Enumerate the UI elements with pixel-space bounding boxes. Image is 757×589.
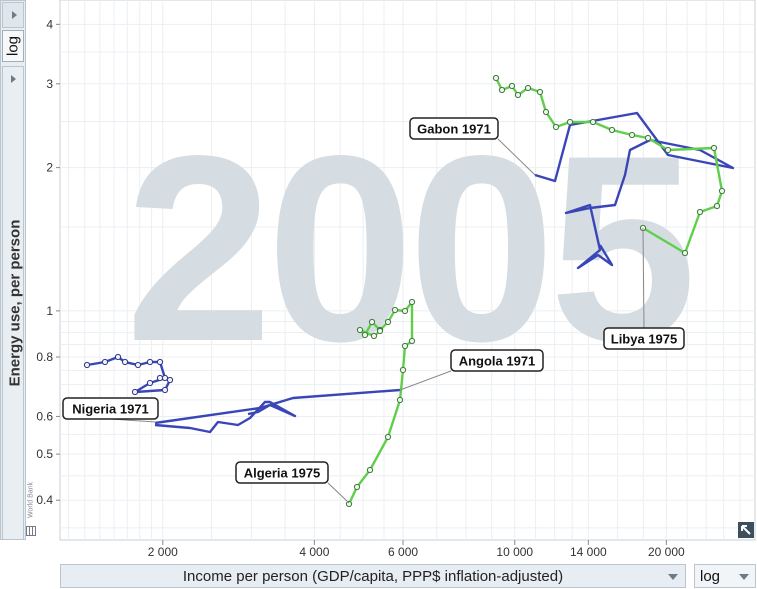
trail-point: [401, 342, 409, 350]
country-label: Gabon 1971: [417, 122, 491, 137]
trail-point: [396, 396, 404, 404]
trail-point: [131, 388, 139, 396]
trail-point: [384, 318, 392, 326]
grid-lines: [59, 0, 756, 541]
label-leader-line: [497, 138, 536, 176]
trail-point: [370, 332, 378, 340]
trail-point: [664, 146, 672, 154]
trail-point: [101, 358, 109, 366]
country-label: Algeria 1975: [244, 466, 321, 481]
y-indicator-selector[interactable]: [2, 66, 24, 540]
trail-point: [361, 331, 369, 339]
grid-icon[interactable]: [26, 526, 36, 536]
trail-point: [83, 361, 91, 369]
angola-trail: [154, 388, 401, 425]
y-scale-toggle[interactable]: [2, 2, 24, 28]
trail-point: [681, 249, 689, 257]
trail-point: [542, 108, 550, 116]
x-tick-label: 20 000: [648, 545, 685, 559]
trail-point: [498, 86, 506, 94]
trail-point: [608, 126, 616, 134]
y-scale-selector[interactable]: log: [2, 30, 24, 62]
chevron-down-icon: [668, 574, 678, 580]
trail-point: [353, 483, 361, 491]
country-labels: Nigeria 1971 Algeria 1975 Angola 1971 Gabon…: [62, 117, 685, 504]
country-label-box: [62, 397, 159, 420]
trail-point: [134, 361, 142, 369]
year-watermark: 2005: [125, 101, 691, 397]
country-label-box: [235, 461, 329, 484]
label-leader-line: [642, 227, 645, 329]
country-label-box: [450, 349, 544, 372]
trail-point: [345, 500, 353, 508]
trail-point: [566, 118, 574, 126]
trail-point: [644, 134, 652, 142]
trail-point: [384, 433, 392, 441]
plot-area: [59, 0, 756, 541]
y-tick-label: 0.6: [36, 409, 53, 423]
y-tick-label: 0.5: [36, 447, 53, 461]
label-leader-line: [399, 370, 452, 391]
y-tick-label: 3: [46, 77, 53, 91]
trail-point: [408, 337, 416, 345]
trail-point: [146, 379, 154, 387]
x-tick-label: 10 000: [496, 545, 533, 559]
trail-point: [114, 353, 122, 361]
trail-point: [524, 84, 532, 92]
trail-point: [628, 131, 636, 139]
axis-ticks: 2 000 4 000 6 000 10 000 14 000 20 000 0.4 0.5 0…: [36, 17, 685, 559]
trail-point: [368, 318, 376, 326]
trail-point: [376, 327, 384, 335]
trail-point: [514, 91, 522, 99]
x-tick-label: 6 000: [388, 545, 418, 559]
trail-point: [552, 123, 560, 131]
country-label: Angola 1971: [459, 354, 536, 369]
x-axis-title: Income per person (GDP/capita, PPP$ infl…: [182, 568, 564, 585]
zoom-reset-icon[interactable]: [738, 522, 754, 538]
country-trails: [83, 74, 735, 508]
y-tick-label: 1: [46, 304, 53, 318]
y-tick-label: 0.8: [36, 350, 53, 364]
y-tick-label: 0.4: [36, 493, 53, 507]
trail-point: [508, 82, 516, 90]
trail-point: [166, 376, 174, 384]
trail-point: [710, 144, 718, 152]
trail-point: [156, 374, 164, 382]
expand-arrow-icon: [11, 75, 16, 83]
trail-point: [408, 298, 416, 306]
x-tick-label: 14 000: [570, 545, 607, 559]
trail-point: [696, 208, 704, 216]
trail-point: [146, 358, 154, 366]
trail-point: [366, 466, 374, 474]
trail-point: [356, 326, 364, 334]
trail-point: [161, 386, 169, 394]
gabon-trail: [534, 111, 735, 270]
trail-point: [161, 374, 169, 382]
trail-point: [391, 306, 399, 314]
x-tick-label: 2 000: [148, 545, 178, 559]
trail-point: [156, 358, 164, 366]
x-scale-selector[interactable]: log: [694, 564, 756, 588]
country-label-box: [603, 327, 685, 350]
y-tick-label: 2: [46, 161, 53, 175]
trail-point: [718, 187, 726, 195]
trail-point: [713, 202, 721, 210]
x-indicator-selector[interactable]: Income per person (GDP/capita, PPP$ infl…: [60, 564, 686, 588]
label-leader-line: [327, 482, 350, 504]
chevron-down-icon: [739, 574, 749, 580]
trail-point: [589, 118, 597, 126]
trail-point: [492, 74, 500, 82]
trail-point: [401, 307, 409, 315]
x-scale-label: log: [700, 568, 721, 585]
country-label: Nigeria 1971: [72, 402, 149, 417]
country-label: Libya 1975: [611, 332, 678, 347]
expand-arrow-icon: [12, 11, 17, 19]
country-label-box: [409, 117, 499, 140]
trail-point: [121, 358, 129, 366]
trail-point: [536, 88, 544, 96]
x-tick-label: 4 000: [299, 545, 329, 559]
y-tick-label: 4: [46, 17, 53, 31]
trail-point: [399, 366, 407, 374]
